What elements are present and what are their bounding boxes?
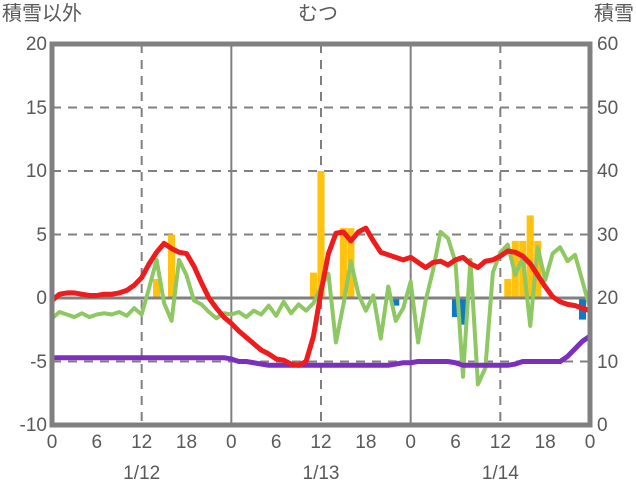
right-tick-label: 50 bbox=[597, 97, 619, 119]
left-axis-title: 積雪以外 bbox=[2, 3, 82, 25]
snow-bar bbox=[526, 215, 534, 298]
chart-title: むつ bbox=[298, 3, 338, 25]
snow-bar bbox=[534, 240, 542, 298]
x-tick-label: 18 bbox=[534, 432, 556, 453]
snow-bar bbox=[339, 228, 347, 298]
x-tick-label: 6 bbox=[450, 432, 461, 453]
rain-bar bbox=[459, 298, 467, 325]
day-label: 1/12 bbox=[123, 463, 161, 484]
line-series-layer bbox=[52, 225, 590, 387]
x-tick-label: 6 bbox=[270, 432, 282, 453]
left-tick-label: 5 bbox=[36, 224, 47, 246]
left-tick-label: 10 bbox=[25, 161, 47, 182]
red-line bbox=[52, 225, 590, 368]
snow-bar bbox=[168, 234, 176, 298]
x-tick-label: 0 bbox=[584, 432, 596, 453]
right-axis-title: 積雪 bbox=[594, 3, 634, 25]
snow-bar bbox=[309, 272, 318, 298]
right-tick-label: 20 bbox=[597, 288, 619, 309]
left-tick-label: -5 bbox=[30, 351, 47, 373]
x-tick-label: 18 bbox=[175, 432, 198, 453]
right-tick-label: 30 bbox=[597, 224, 619, 246]
x-tick-label: 0 bbox=[226, 432, 237, 453]
plot-border bbox=[49, 41, 593, 428]
plot-frame bbox=[49, 41, 593, 428]
x-tick-label: 12 bbox=[489, 432, 511, 453]
rain-bar bbox=[392, 298, 400, 306]
rain-bar bbox=[451, 298, 460, 318]
x-tick-label: 18 bbox=[355, 432, 377, 453]
right-tick-label: 0 bbox=[597, 415, 608, 436]
purple-line bbox=[52, 333, 590, 368]
x-tick-label: 12 bbox=[131, 432, 153, 453]
left-tick-label: 20 bbox=[25, 34, 47, 55]
x-tick-label: 0 bbox=[405, 432, 416, 453]
x-tick-label: 12 bbox=[310, 432, 332, 453]
snow-bar bbox=[153, 278, 161, 298]
left-tick-label: -10 bbox=[19, 415, 47, 436]
day-label: 1/13 bbox=[302, 463, 340, 484]
day-label: 1/14 bbox=[481, 463, 519, 484]
left-tick-label: 15 bbox=[25, 97, 47, 119]
x-tick-label: 0 bbox=[46, 432, 58, 453]
right-tick-label: 10 bbox=[597, 351, 619, 373]
right-tick-label: 60 bbox=[597, 34, 619, 55]
left-tick-label: 0 bbox=[36, 288, 47, 309]
snow-bar bbox=[317, 171, 325, 298]
right-tick-label: 40 bbox=[597, 161, 619, 182]
snow-bar bbox=[504, 278, 512, 298]
x-tick-label: 6 bbox=[91, 432, 103, 453]
